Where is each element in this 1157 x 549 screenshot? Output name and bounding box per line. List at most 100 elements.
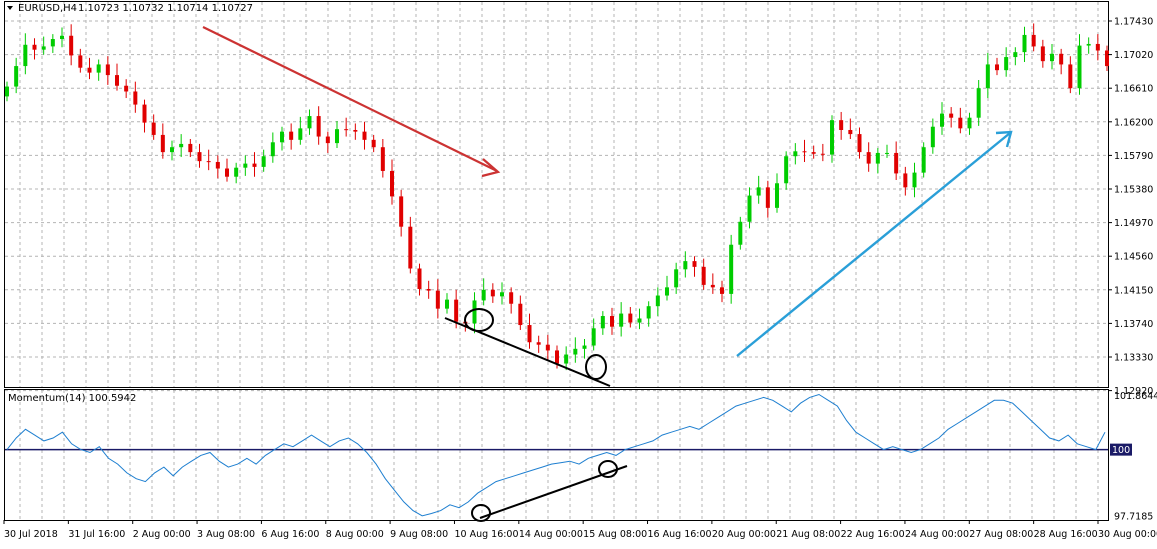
candle-body (793, 151, 798, 157)
time-tick-label: 21 Aug 08:00 (776, 529, 840, 540)
candle-body (353, 129, 358, 132)
time-tick-label: 10 Aug 16:00 (454, 529, 518, 540)
axes: 1.17430 1.17020 1.16610 1.16200 1.15790 1.153… (3, 17, 1157, 540)
candle-body (573, 348, 578, 355)
candle-body (500, 292, 504, 297)
time-tick-label: 9 Aug 08:00 (390, 529, 448, 540)
candle-body (14, 66, 19, 87)
annotations (202, 26, 1013, 522)
candle-body (170, 147, 174, 153)
candle-body (784, 156, 789, 184)
candle-body (344, 129, 349, 131)
time-tick-label: 15 Aug 08:00 (583, 529, 647, 540)
candle-body (426, 288, 431, 291)
candle-body (1095, 43, 1100, 51)
time-tick-label: 2 Aug 00:00 (133, 529, 191, 540)
candle-body (1040, 46, 1045, 62)
candle-body (811, 152, 816, 154)
candle-body (188, 143, 193, 153)
price-tick-label: 1.15790 (1114, 151, 1153, 162)
candle-body (390, 170, 394, 197)
triangle-down-icon[interactable] (7, 6, 13, 10)
momentum-level-badge (1110, 443, 1132, 456)
candle-body (1004, 57, 1009, 71)
time-tick-label: 27 Aug 08:00 (969, 529, 1033, 540)
candle-body (655, 295, 660, 307)
candle-body (5, 86, 9, 97)
candle-body (454, 299, 459, 322)
candle-body (1086, 43, 1091, 46)
candle-body (1050, 53, 1054, 62)
price-low-circle-2 (585, 354, 607, 380)
time-tick-label: 30 Jul 2018 (4, 529, 58, 540)
candle-body (399, 196, 404, 227)
momentum-low-circle-2 (598, 460, 618, 478)
candle-body (720, 287, 724, 294)
candle-body (23, 44, 28, 67)
time-tick-label: 6 Aug 16:00 (261, 529, 319, 540)
candle-body (87, 67, 92, 73)
time-tick-label: 22 Aug 16:00 (841, 529, 905, 540)
candle-body (903, 173, 908, 188)
candle-body (133, 91, 138, 105)
candle-body (490, 289, 495, 297)
candle-body (325, 136, 330, 144)
candle-body (912, 172, 917, 188)
candle-body (160, 134, 165, 153)
candle-body (976, 88, 981, 118)
candle-body (674, 269, 679, 288)
candle-body (96, 64, 101, 73)
candle-body (518, 303, 523, 326)
candle-body (225, 168, 229, 177)
candle-body (1059, 53, 1064, 65)
candle-body (591, 328, 596, 346)
candle-body (995, 64, 999, 71)
candle-body (298, 128, 303, 140)
candle-body (885, 152, 889, 154)
candle-body (949, 113, 954, 118)
uptrend-arrowhead (995, 130, 1013, 148)
candle-body (692, 261, 697, 267)
candle-body (335, 129, 339, 144)
time-tick-label: 24 Aug 00:00 (905, 529, 969, 540)
candle-body (417, 268, 422, 289)
candle-body (1068, 64, 1073, 89)
time-tick-label: 20 Aug 00:00 (712, 529, 776, 540)
candle-body (866, 152, 871, 164)
price-low-circle-1 (464, 308, 494, 332)
candle-body (802, 151, 807, 153)
candle-body (839, 120, 844, 130)
candle-body (380, 147, 385, 171)
candle-body (610, 316, 614, 327)
candle-body (894, 152, 899, 174)
candle-body (60, 35, 64, 40)
candle-body (729, 244, 734, 294)
candle-body (41, 46, 46, 50)
candle-body (646, 306, 651, 319)
candle-body (848, 129, 853, 135)
price-tick-label: 1.14150 (1114, 285, 1153, 296)
momentum-label: Momentum(14) 100.5942 (8, 393, 136, 404)
candle-body (270, 142, 275, 157)
price-tick-label: 1.16200 (1114, 117, 1153, 128)
price-tick-label: 1.15380 (1114, 185, 1153, 196)
candle-body (756, 187, 761, 196)
candle-body (820, 153, 825, 155)
candle-body (738, 221, 743, 245)
candle-body (985, 64, 990, 89)
price-tick-label: 1.17430 (1114, 17, 1153, 28)
candle-body (637, 318, 642, 323)
candle-body (124, 85, 129, 92)
candle-body (582, 345, 587, 349)
candle-body (527, 325, 532, 343)
candle-body (967, 117, 972, 129)
candle-body (600, 316, 605, 329)
candle-body (371, 139, 376, 148)
candle-body (243, 163, 248, 168)
momentum-series (5, 393, 1108, 517)
candle-body (481, 289, 486, 301)
candle-body (307, 116, 312, 129)
candle-body (280, 131, 284, 143)
candle-body (1013, 52, 1018, 58)
